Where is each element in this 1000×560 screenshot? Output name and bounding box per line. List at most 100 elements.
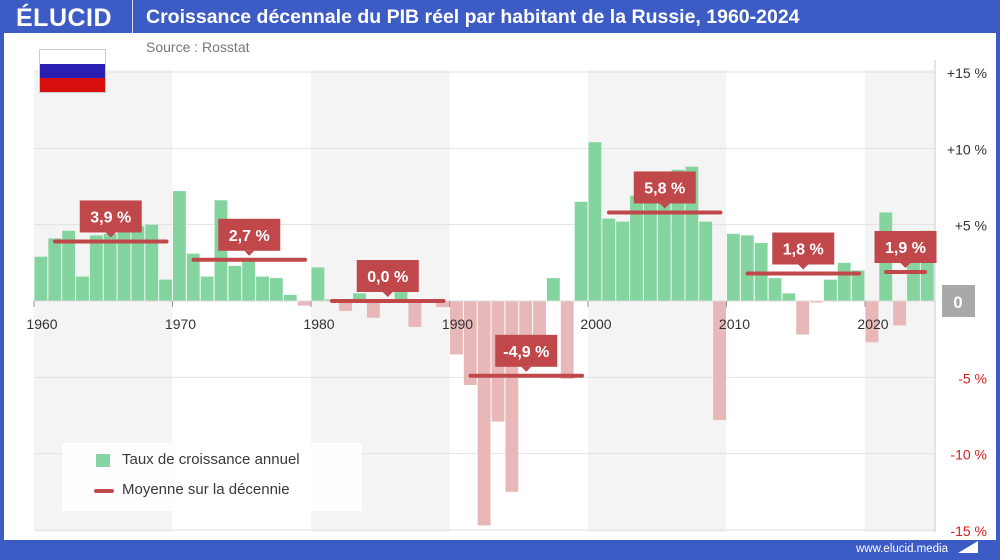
average-label-box: [356, 260, 419, 292]
average-label-box: [218, 218, 281, 251]
bar-1974: [228, 265, 242, 301]
bar-2008: [699, 221, 713, 301]
chart-source: Source : Rosstat: [146, 39, 250, 55]
bar-1963: [76, 276, 89, 301]
bar-2005: [657, 198, 671, 301]
bar-1997: [546, 278, 560, 301]
y-tick-label: +5 %: [955, 218, 987, 234]
average-label-pointer: [521, 366, 532, 372]
y-tick-label: +15 %: [947, 65, 987, 81]
average-label: 0,0 %: [367, 269, 408, 286]
average-label-pointer: [382, 292, 393, 297]
legend-line-label: Moyenne sur la décennie: [122, 481, 290, 498]
bar-2010: [727, 233, 740, 301]
bar-2013: [768, 278, 782, 301]
bar-1976: [256, 276, 269, 301]
bar-2019: [851, 270, 865, 301]
bar-2022: [893, 301, 907, 326]
y-tick-label-0: 0: [953, 293, 962, 312]
bar-1978: [283, 294, 297, 301]
average-label: 1,9 %: [885, 240, 926, 257]
bar-2016: [810, 301, 823, 303]
bar-1967: [131, 226, 145, 301]
bar-1992: [477, 301, 491, 526]
bar-2001: [602, 218, 616, 301]
y-tick-label: -10 %: [950, 447, 987, 463]
bar-2000: [588, 142, 602, 301]
x-tick-label-1980: 1980: [303, 316, 334, 332]
average-label-pointer: [798, 264, 809, 270]
bar-2004: [643, 191, 657, 301]
bar-1994: [505, 301, 519, 492]
x-tick-label-2000: 2000: [580, 316, 611, 332]
x-tick-label-1970: 1970: [165, 316, 196, 332]
legend: Taux de croissance annuel Moyenne sur la…: [62, 443, 362, 511]
bar-1998: [560, 301, 574, 379]
y-tick-label: -5 %: [958, 370, 987, 386]
average-label-pointer: [244, 250, 255, 256]
bar-2018: [837, 262, 851, 301]
bar-1984: [366, 301, 380, 318]
legend-bar-swatch: [96, 454, 110, 467]
y-tick-label: -15 %: [950, 523, 987, 539]
bar-2017: [823, 279, 837, 301]
x-tick-label-1960: 1960: [26, 316, 57, 332]
average-label-box: [495, 334, 558, 367]
average-label: -4,9 %: [503, 344, 549, 361]
bar-1970: [173, 191, 186, 301]
bar-1965: [103, 233, 117, 301]
average-label-box: [79, 200, 142, 233]
bar-1999: [574, 201, 588, 301]
legend-bars-label: Taux de croissance annuel: [122, 451, 300, 468]
average-label-box: [633, 171, 696, 204]
bar-1989: [436, 301, 449, 308]
bar-2015: [796, 301, 810, 335]
bar-1962: [62, 230, 76, 301]
bar-1982: [339, 301, 353, 311]
x-tick-label-2010: 2010: [719, 316, 750, 332]
average-label-pointer: [900, 262, 911, 268]
average-label-pointer: [659, 203, 670, 209]
bar-2009: [713, 301, 726, 421]
bar-1969: [159, 279, 172, 301]
bar-2003: [630, 195, 643, 301]
bar-1966: [117, 227, 131, 301]
legend-line-swatch: [94, 489, 114, 493]
chart-title: Croissance décennale du PIB réel par hab…: [146, 6, 800, 28]
bar-2002: [616, 221, 630, 301]
bar-2014: [782, 293, 796, 301]
bar-1964: [89, 235, 103, 301]
y-tick-label: +10 %: [947, 141, 987, 157]
bar-1990: [450, 301, 463, 355]
bar-1972: [200, 276, 214, 301]
average-label-box: [874, 230, 937, 263]
bar-1983: [353, 293, 366, 301]
x-tick-label-1990: 1990: [442, 316, 473, 332]
site-url: www.elucid.media: [855, 543, 948, 555]
average-label: 5,8 %: [644, 180, 685, 197]
russia-flag-icon: [39, 49, 106, 93]
average-label: 1,8 %: [783, 242, 824, 259]
header-divider: [132, 0, 133, 33]
bar-1977: [269, 278, 283, 301]
elucid-logo: ÉLUCID: [16, 4, 113, 32]
x-tick-label-2020: 2020: [857, 316, 888, 332]
bar-1968: [145, 224, 159, 301]
bar-2011: [740, 235, 754, 301]
elucid-mark-icon: [958, 541, 978, 553]
bar-1975: [242, 261, 256, 301]
bar-1961: [48, 238, 62, 301]
average-label: 3,9 %: [90, 209, 131, 226]
zero-box: [942, 285, 975, 317]
bar-1991: [463, 301, 477, 385]
bar-1980: [311, 267, 325, 301]
bar-2020: [865, 301, 879, 343]
average-label-box: [772, 232, 835, 265]
bar-1979: [297, 301, 311, 306]
bar-1960: [34, 256, 48, 301]
average-label-pointer: [105, 232, 116, 238]
bar-1987: [408, 301, 422, 327]
bar-1971: [186, 253, 200, 301]
average-label: 2,7 %: [229, 228, 270, 245]
